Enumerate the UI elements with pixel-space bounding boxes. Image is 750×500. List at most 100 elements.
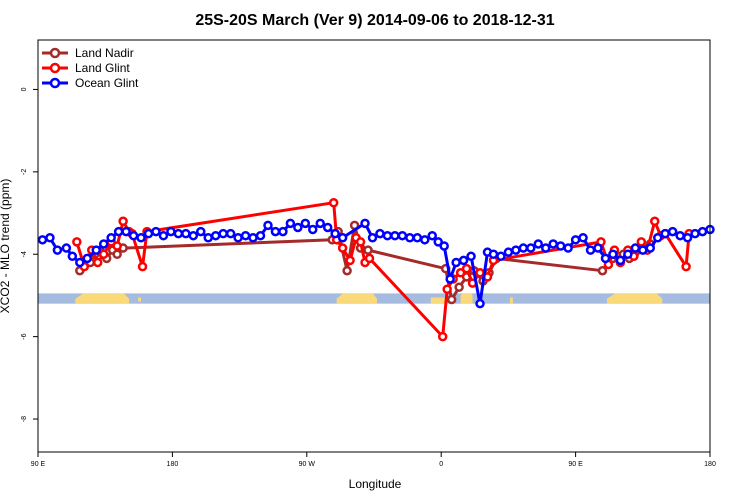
data-point-land-glint (345, 255, 355, 266)
data-point-land-glint (681, 261, 691, 272)
data-point-ocean-glint (496, 251, 506, 262)
data-point-land-nadir (342, 265, 352, 276)
data-point-land-glint (118, 216, 128, 227)
data-point-ocean-glint (330, 228, 340, 239)
data-point-ocean-glint (166, 226, 176, 237)
data-point-ocean-glint (405, 233, 415, 243)
y-tick-label: -8 (21, 416, 28, 422)
data-point-ocean-glint (106, 233, 116, 243)
data-point-ocean-glint (181, 228, 191, 239)
data-point-ocean-glint (240, 230, 251, 241)
data-point-ocean-glint (638, 245, 648, 255)
land-band-segment (460, 293, 473, 304)
data-point-ocean-glint (263, 220, 273, 231)
data-point-ocean-glint (645, 243, 656, 253)
data-point-ocean-glint (52, 245, 63, 255)
data-point-ocean-glint (337, 233, 348, 243)
data-point-ocean-glint (67, 251, 78, 262)
land-band-segment (430, 297, 449, 304)
y-axis: 0 -2 -4 -6 -8 (21, 87, 38, 422)
x-tick-label: 180 (704, 461, 716, 468)
land-band-segment (336, 293, 377, 304)
data-point-ocean-glint (660, 228, 670, 239)
data-point-ocean-glint (45, 233, 55, 243)
x-tick-label: 90 W (299, 461, 316, 468)
data-point-ocean-glint (652, 233, 663, 243)
chart-title: 25S-20S March (Ver 9) 2014-09-06 to 2018… (195, 12, 554, 29)
data-point-ocean-glint (322, 222, 333, 233)
land-band-segment (138, 297, 142, 302)
x-tick-label: 0 (439, 461, 443, 468)
data-point-ocean-glint (682, 233, 693, 243)
data-point-ocean-glint (390, 230, 400, 241)
data-point-ocean-glint (503, 247, 514, 257)
data-point-land-glint (475, 268, 485, 278)
data-point-ocean-glint (451, 257, 461, 268)
data-point-ocean-glint (533, 239, 544, 249)
data-point-ocean-glint (563, 243, 573, 253)
data-point-ocean-glint (91, 245, 101, 255)
x-axis: 90 E 180 90 W 0 90 E 180 (31, 452, 716, 468)
data-point-land-glint (137, 261, 148, 272)
data-point-ocean-glint (225, 228, 236, 239)
data-point-land-glint (649, 216, 660, 227)
data-point-ocean-glint (623, 249, 633, 259)
data-point-ocean-glint (136, 233, 146, 243)
data-point-land-nadir (597, 265, 608, 276)
data-point-land-nadir (363, 245, 373, 255)
legend-label-ocean-glint: Ocean Glint (75, 76, 139, 90)
data-point-ocean-glint (82, 253, 93, 264)
land-band-segment (509, 297, 513, 304)
data-point-land-glint (98, 249, 109, 259)
data-point-ocean-glint (518, 243, 529, 253)
y-tick-label: 0 (21, 87, 28, 91)
x-tick-label: 90 E (31, 461, 46, 468)
data-point-land-glint (461, 263, 472, 274)
plot-frame (37, 39, 711, 453)
data-point-ocean-glint (360, 218, 370, 229)
data-point-ocean-glint (548, 239, 558, 249)
surface-band (38, 293, 710, 304)
data-point-land-glint (442, 284, 452, 295)
data-point-land-glint (355, 237, 366, 247)
data-point-land-glint (455, 268, 466, 278)
y-axis-label: XCO2 - MLO trend (ppm) (0, 179, 12, 314)
data-point-ocean-glint (540, 243, 551, 253)
data-point-land-glint (328, 197, 339, 208)
data-point-ocean-glint (427, 230, 437, 241)
data-point-land-nadir (112, 249, 122, 259)
data-point-ocean-glint (526, 243, 536, 253)
data-point-ocean-glint (439, 241, 449, 251)
legend-label-land-nadir: Land Nadir (75, 46, 134, 60)
legend-marker-ocean-glint (49, 77, 61, 89)
data-point-land-nadir (446, 294, 457, 305)
data-point-ocean-glint (218, 228, 228, 239)
series-layer (37, 197, 715, 342)
data-point-ocean-glint (121, 226, 131, 237)
data-point-ocean-glint (300, 218, 311, 229)
data-point-ocean-glint (75, 257, 85, 268)
data-point-ocean-glint (233, 233, 243, 243)
data-point-land-glint (636, 237, 647, 247)
data-point-ocean-glint (615, 255, 626, 266)
data-point-ocean-glint (255, 230, 266, 241)
data-point-ocean-glint (173, 228, 184, 239)
data-point-ocean-glint (458, 255, 469, 266)
data-point-ocean-glint (466, 251, 476, 262)
data-point-ocean-glint (690, 228, 700, 239)
data-point-ocean-glint (367, 233, 378, 243)
data-point-ocean-glint (113, 226, 124, 237)
data-point-ocean-glint (570, 235, 581, 245)
data-point-ocean-glint (210, 230, 221, 241)
x-tick-label: 180 (167, 461, 179, 468)
data-point-ocean-glint (375, 228, 385, 239)
data-point-ocean-glint (445, 274, 455, 284)
legend-marker-land-nadir (49, 47, 61, 59)
data-point-ocean-glint (278, 226, 288, 237)
data-point-ocean-glint (248, 233, 258, 243)
data-point-ocean-glint (412, 233, 423, 243)
data-point-ocean-glint (315, 218, 325, 229)
data-point-ocean-glint (578, 233, 588, 243)
data-point-ocean-glint (600, 253, 611, 264)
